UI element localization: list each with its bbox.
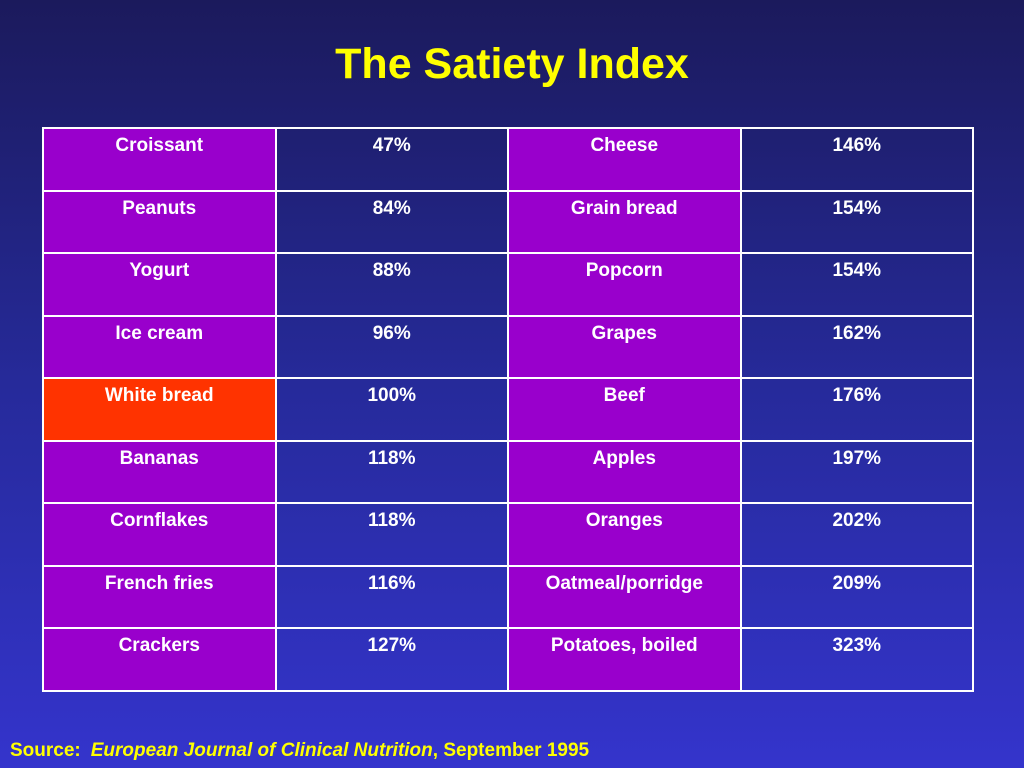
source-date: , September 1995 bbox=[432, 740, 590, 761]
food-name-cell: Grapes bbox=[507, 314, 742, 380]
food-name-cell: Oatmeal/porridge bbox=[507, 564, 742, 630]
satiety-value-cell: 146% bbox=[739, 127, 974, 192]
food-name-cell: Ice cream bbox=[42, 314, 277, 380]
satiety-value-cell: 47% bbox=[274, 127, 509, 192]
source-journal: European Journal of Clinical Nutrition bbox=[90, 740, 433, 761]
table-row: Crackers 127% Potatoes, boiled 323% bbox=[42, 627, 974, 692]
source-label: Source: bbox=[10, 740, 81, 761]
satiety-value-cell: 118% bbox=[274, 502, 509, 567]
food-name-cell: Croissant bbox=[42, 127, 277, 192]
satiety-value-cell: 127% bbox=[274, 627, 509, 692]
food-name-cell: Popcorn bbox=[507, 252, 742, 317]
satiety-value-cell: 197% bbox=[739, 439, 974, 505]
table-row: Ice cream 96% Grapes 162% bbox=[42, 314, 974, 380]
satiety-value-cell: 116% bbox=[274, 564, 509, 630]
satiety-value-cell: 118% bbox=[274, 439, 509, 505]
satiety-value-cell: 323% bbox=[739, 627, 974, 692]
satiety-table: Croissant 47% Cheese 146% Peanuts 84% Grain br… bbox=[42, 127, 974, 692]
food-name-cell: Crackers bbox=[42, 627, 277, 692]
satiety-value-cell: 96% bbox=[274, 314, 509, 380]
source-citation: Source: European Journal of Clinical Nutr… bbox=[10, 740, 589, 762]
food-name-cell: Yogurt bbox=[42, 252, 277, 317]
food-name-cell: Cheese bbox=[507, 127, 742, 192]
table-row: Yogurt 88% Popcorn 154% bbox=[42, 252, 974, 317]
satiety-value-cell: 100% bbox=[274, 377, 509, 442]
satiety-value-cell: 88% bbox=[274, 252, 509, 317]
satiety-value-cell: 154% bbox=[739, 189, 974, 255]
food-name-cell: Oranges bbox=[507, 502, 742, 567]
satiety-value-cell: 176% bbox=[739, 377, 974, 442]
satiety-value-cell: 154% bbox=[739, 252, 974, 317]
table-row: Croissant 47% Cheese 146% bbox=[42, 127, 974, 192]
table-row: Peanuts 84% Grain bread 154% bbox=[42, 189, 974, 255]
satiety-value-cell: 202% bbox=[739, 502, 974, 567]
food-name-cell: Cornflakes bbox=[42, 502, 277, 567]
food-name-cell: Bananas bbox=[42, 439, 277, 505]
food-name-cell: French fries bbox=[42, 564, 277, 630]
food-name-cell: Peanuts bbox=[42, 189, 277, 255]
table-row: Cornflakes 118% Oranges 202% bbox=[42, 502, 974, 567]
slide-title: The Satiety Index bbox=[335, 40, 689, 88]
table-row: White bread 100% Beef 176% bbox=[42, 377, 974, 442]
satiety-value-cell: 209% bbox=[739, 564, 974, 630]
table-row: Bananas 118% Apples 197% bbox=[42, 439, 974, 505]
food-name-cell: White bread bbox=[42, 377, 277, 442]
satiety-value-cell: 84% bbox=[274, 189, 509, 255]
table-row: French fries 116% Oatmeal/porridge 209% bbox=[42, 564, 974, 630]
food-name-cell: Apples bbox=[507, 439, 742, 505]
food-name-cell: Grain bread bbox=[507, 189, 742, 255]
satiety-value-cell: 162% bbox=[739, 314, 974, 380]
food-name-cell: Beef bbox=[507, 377, 742, 442]
food-name-cell: Potatoes, boiled bbox=[507, 627, 742, 692]
